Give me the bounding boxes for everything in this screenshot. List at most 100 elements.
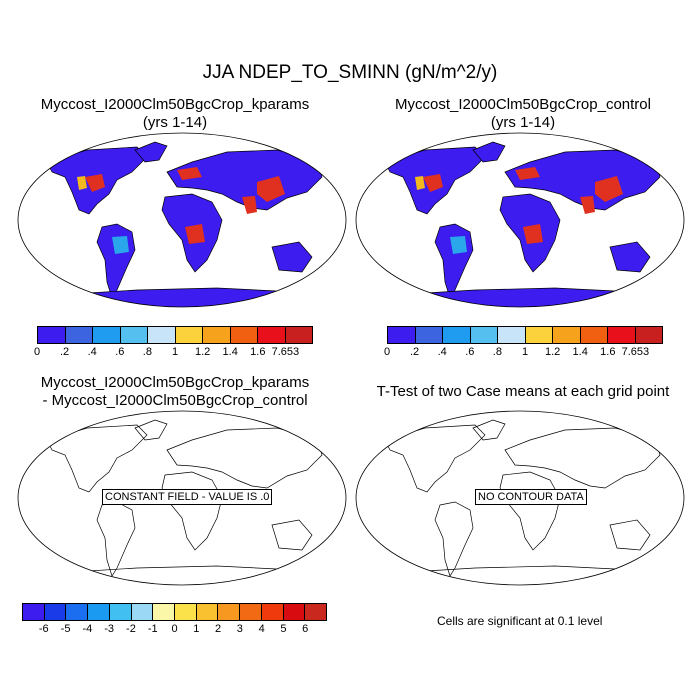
colorbar-diff-swatch <box>261 604 284 620</box>
colorbar-abs-swatch <box>258 327 286 343</box>
colorbar-abs-tick-label: 7.653 <box>271 346 300 358</box>
colorbar-abs-tick-label: 1.4 <box>572 346 588 358</box>
colorbar-diff-swatch <box>23 604 45 620</box>
colorbar-abs-tick-label: .4 <box>87 346 97 358</box>
colorbar-diff-swatch <box>218 604 241 620</box>
panel3-title-line1: Myccost_I2000Clm50BgcCrop_kparams <box>40 374 310 391</box>
colorbar-diff-tick-label: -2 <box>126 623 136 635</box>
panel3-constant-field-note: CONSTANT FIELD - VALUE IS .0 <box>102 489 273 505</box>
continents-panel1 <box>46 141 323 307</box>
map-panel1 <box>17 132 347 308</box>
colorbar-abs-swatch <box>38 327 66 343</box>
colorbar-diff-swatch <box>44 604 67 620</box>
colorbar-abs-swatch <box>120 327 148 343</box>
colorbar-diff-swatch <box>66 604 89 620</box>
colorbar-abs-tick-label: 7.653 <box>621 346 650 358</box>
colorbar-diff-swatch <box>131 604 154 620</box>
map-panel3 <box>17 410 347 586</box>
colorbar-diff-swatch <box>153 604 176 620</box>
colorbar-diff-tick-label: -1 <box>147 623 158 635</box>
continents-panel2 <box>384 141 661 307</box>
colorbar-abs-swatch <box>608 327 636 343</box>
colorbar-diff-tick-label: 4 <box>258 623 265 635</box>
colorbar-diff-swatch <box>175 604 197 620</box>
panel4-title-line1: T-Test of two Case means at each grid po… <box>376 383 670 400</box>
colorbar-diff-swatch <box>109 604 132 620</box>
colorbar-abs-swatch <box>443 327 471 343</box>
colorbar-abs-tick-label: .8 <box>492 346 502 358</box>
colorbar-diff-tick-label: 5 <box>280 623 287 635</box>
colorbar-abs-swatch <box>388 327 416 343</box>
figure-title: JJA NDEP_TO_SMINN (gN/m^2/y) <box>202 62 498 83</box>
panel3-title-line2: - Myccost_I2000Clm50BgcCrop_control <box>42 392 308 409</box>
colorbar-diff-tick-label: 0 <box>171 623 178 635</box>
colorbar-diff-tick-label: -6 <box>38 623 49 635</box>
map-frame-panel2 <box>355 132 685 308</box>
map-panel4 <box>355 410 685 586</box>
map-panel2 <box>355 132 685 308</box>
colorbar-abs-tick-label: 1.4 <box>222 346 238 358</box>
significance-note: Cells are significant at 0.1 level <box>437 614 603 628</box>
panel1-title-line1: Myccost_I2000Clm50BgcCrop_kparams <box>40 96 310 113</box>
colorbar-abs-swatch <box>93 327 121 343</box>
colorbar-diff-tick-label: 3 <box>236 623 243 635</box>
panel4-title: T-Test of two Case means at each grid po… <box>353 383 693 401</box>
colorbar-panel1 <box>37 326 313 344</box>
colorbar-abs-tick-label: 1.2 <box>544 346 561 358</box>
colorbar-diff-tick-label: 6 <box>302 623 309 635</box>
colorbar-abs-swatch <box>175 327 203 343</box>
colorbar-abs-swatch <box>470 327 498 343</box>
colorbar-diff-swatch <box>240 604 262 620</box>
coastlines-panel4 <box>384 419 661 585</box>
colorbar-abs-swatch <box>230 327 258 343</box>
panel1-title-line2: (yrs 1-14) <box>142 114 208 131</box>
panel1-title: Myccost_I2000Clm50BgcCrop_kparams (yrs 1… <box>15 96 335 132</box>
colorbar-diff-tick-label: 1 <box>193 623 200 635</box>
panel2-title-line1: Myccost_I2000Clm50BgcCrop_control <box>395 96 651 113</box>
colorbar-abs-swatch <box>498 327 526 343</box>
colorbar-abs-tick-label: .2 <box>60 346 70 358</box>
colorbar-diff-tick-label: -4 <box>82 623 93 635</box>
colorbar-abs-swatch <box>580 327 608 343</box>
panel2-title: Myccost_I2000Clm50BgcCrop_control (yrs 1… <box>363 96 683 132</box>
colorbar-panel2-ticks: 0 .2 .4 .6 .8 1 1.2 1.4 1.6 7.653 <box>383 346 663 360</box>
colorbar-diff-swatch <box>305 604 327 620</box>
colorbar-abs-tick-label: .6 <box>115 346 125 358</box>
colorbar-abs-tick-label: 1.2 <box>194 346 211 358</box>
colorbar-abs-tick-label: 0 <box>383 346 391 358</box>
map-frame-panel3 <box>17 410 347 586</box>
colorbar-abs-swatch <box>553 327 581 343</box>
coastlines-panel3 <box>46 419 323 585</box>
colorbar-abs-tick-label: 1 <box>521 346 529 358</box>
colorbar-panel1-ticks: 0 .2 .4 .6 .8 1 1.2 1.4 1.6 7.653 <box>33 346 313 360</box>
colorbar-abs-tick-label: 1.6 <box>600 346 616 358</box>
panel2-title-line2: (yrs 1-14) <box>490 114 556 131</box>
colorbar-abs-tick-label: 1 <box>171 346 179 358</box>
colorbar-abs-swatch <box>415 327 443 343</box>
colorbar-abs-swatch <box>635 327 662 343</box>
colorbar-diff-swatch <box>283 604 306 620</box>
colorbar-diff-swatch <box>196 604 219 620</box>
colorbar-abs-swatch <box>203 327 231 343</box>
colorbar-panel3 <box>22 603 327 621</box>
colorbar-abs-tick-label: .6 <box>465 346 475 358</box>
colorbar-abs-swatch <box>65 327 93 343</box>
panel3-title: Myccost_I2000Clm50BgcCrop_kparams - Mycc… <box>15 374 335 410</box>
colorbar-abs-tick-label: .2 <box>410 346 420 358</box>
colorbar-diff-swatch <box>88 604 110 620</box>
colorbar-abs-swatch <box>525 327 553 343</box>
colorbar-abs-swatch <box>148 327 176 343</box>
panel4-no-contour-note: NO CONTOUR DATA <box>475 489 587 505</box>
colorbar-abs-swatch <box>285 327 312 343</box>
colorbar-panel3-ticks: -6 -5 -4 -3 -2 -1 0 1 2 3 4 5 6 <box>22 623 327 637</box>
colorbar-abs-tick-label: 1.6 <box>250 346 266 358</box>
map-frame-panel1 <box>17 132 347 308</box>
colorbar-abs-tick-label: 0 <box>33 346 41 358</box>
colorbar-diff-tick-label: -3 <box>104 623 115 635</box>
map-frame-panel4 <box>355 410 685 586</box>
colorbar-panel2 <box>387 326 663 344</box>
colorbar-diff-tick-label: 2 <box>215 623 222 635</box>
colorbar-abs-tick-label: .8 <box>142 346 152 358</box>
colorbar-abs-tick-label: .4 <box>437 346 447 358</box>
colorbar-diff-tick-label: -5 <box>60 623 71 635</box>
